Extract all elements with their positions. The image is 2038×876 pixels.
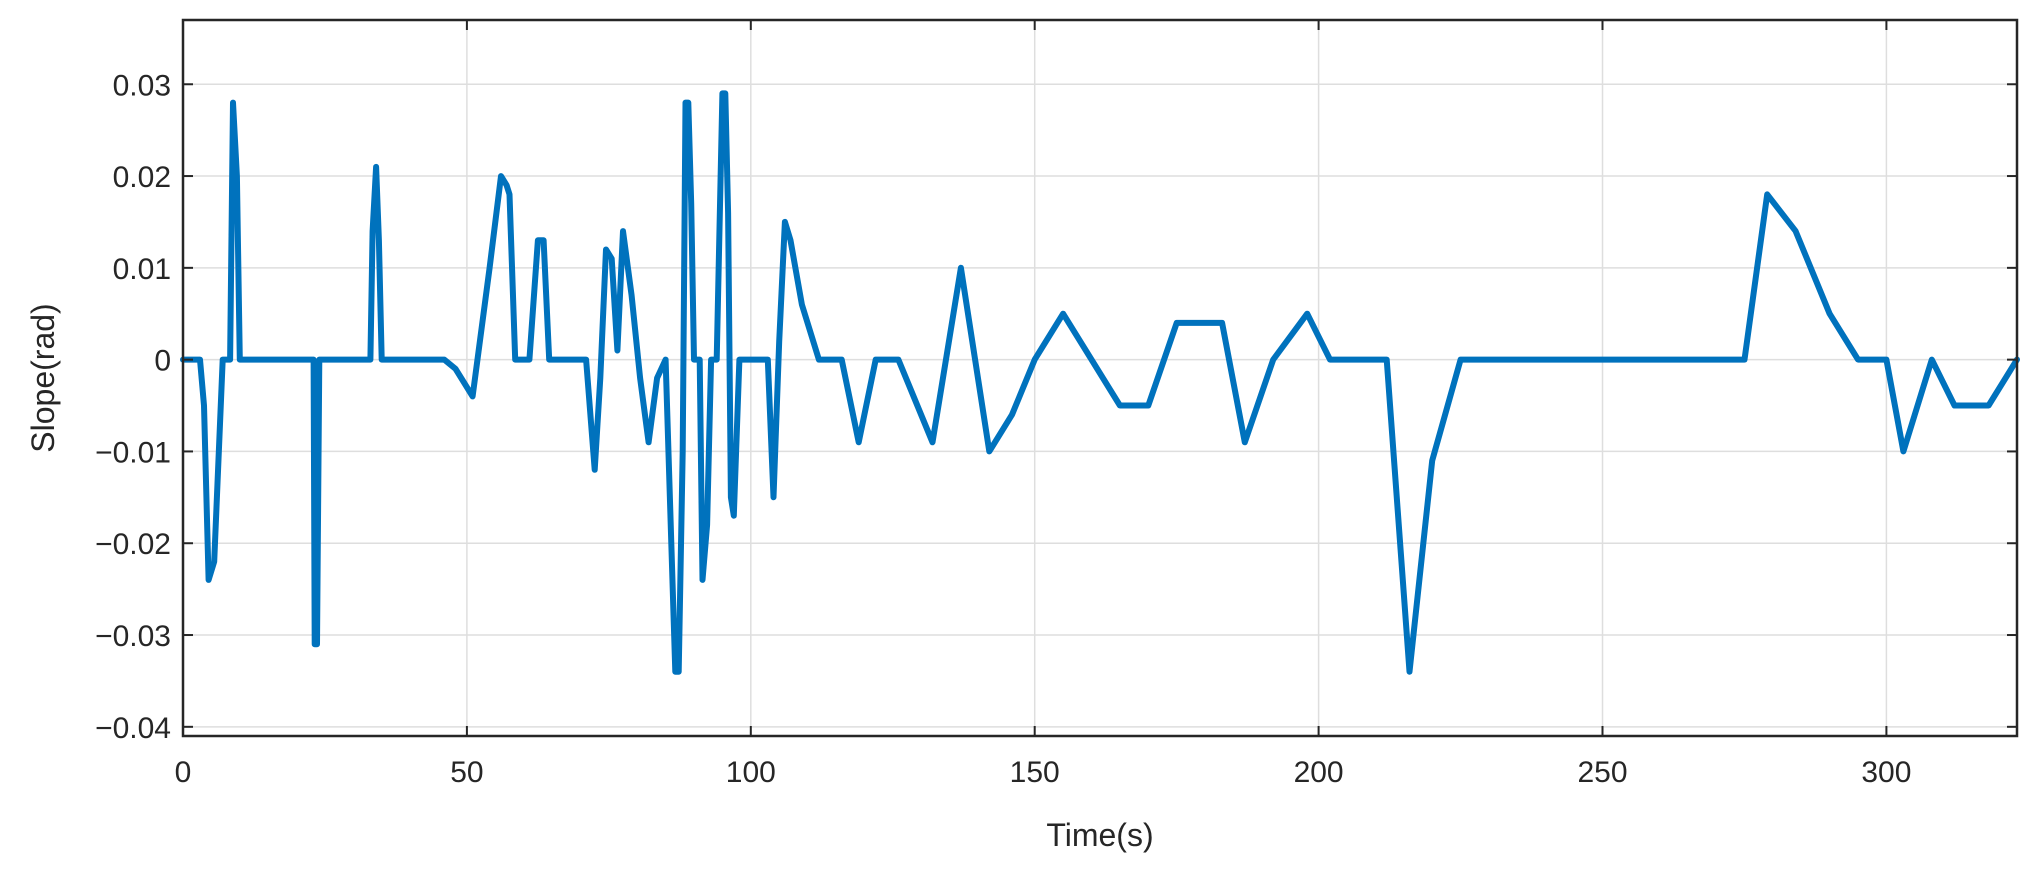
x-tick-label: 100 [726, 756, 776, 789]
y-axis-label: Slope(rad) [25, 303, 61, 452]
y-tick-label: −0.02 [95, 528, 171, 561]
x-tick-labels: 0 50 100 150 200 250 300 [175, 756, 1912, 789]
y-tick-label: 0 [154, 345, 171, 378]
x-tick-label: 300 [1861, 756, 1911, 789]
y-tick-label: 0.03 [113, 69, 171, 102]
y-tick-label: 0.02 [113, 161, 171, 194]
grid [182, 20, 2017, 736]
y-tick-label: −0.04 [95, 712, 171, 745]
y-tick-label: −0.01 [95, 436, 171, 469]
x-tick-label: 250 [1577, 756, 1627, 789]
y-tick-label: −0.03 [95, 620, 171, 653]
y-tick-label: 0.01 [113, 253, 171, 286]
x-tick-label: 0 [175, 756, 192, 789]
x-axis-label: Time(s) [1046, 817, 1153, 853]
axes-frame [181, 18, 2019, 738]
ticks [182, 20, 2017, 736]
series-line [180, 90, 2020, 675]
x-tick-label: 150 [1010, 756, 1060, 789]
x-tick-label: 200 [1294, 756, 1344, 789]
series-layer [180, 90, 2020, 675]
x-tick-label: 50 [450, 756, 483, 789]
y-tick-labels: −0.04 −0.03 −0.02 −0.01 0 0.01 0.02 0.03 [95, 69, 171, 745]
